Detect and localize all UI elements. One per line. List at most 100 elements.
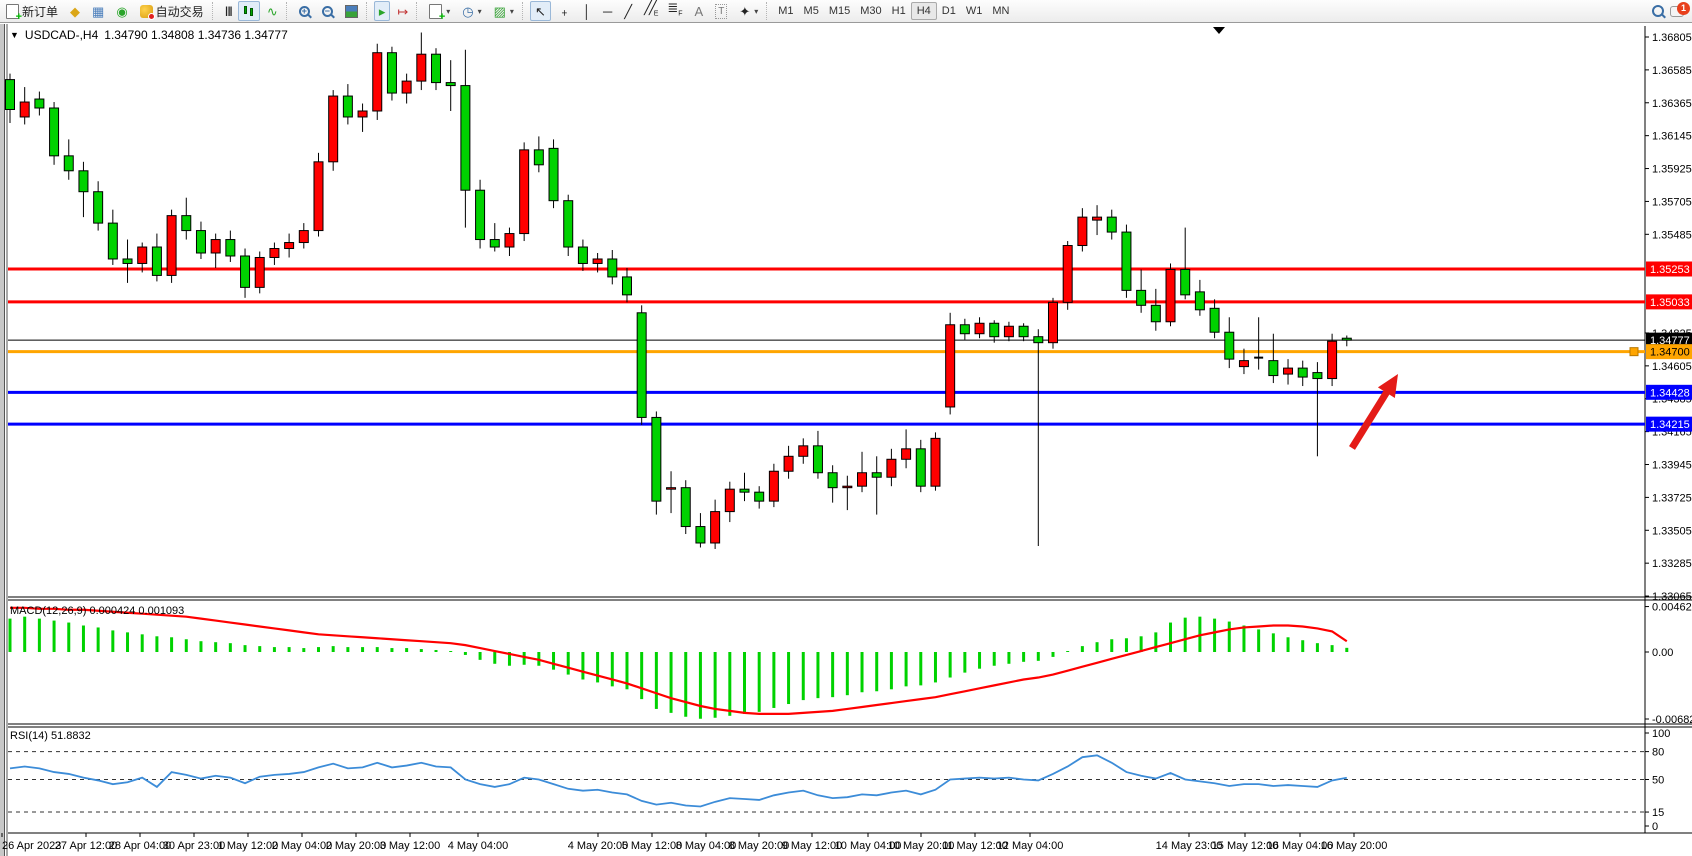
toolbar-separator [365, 2, 371, 20]
auto-scroll-icon: ▸ [378, 3, 386, 19]
svg-text:16 May 04:00: 16 May 04:00 [1267, 840, 1334, 852]
rsi-pane [9, 754, 1347, 808]
toolbar-separator [211, 2, 217, 20]
tile-windows-icon [344, 4, 358, 18]
tile-windows-button[interactable] [340, 1, 363, 21]
zoom-in-button[interactable]: + [294, 1, 315, 21]
crosshair-tool-button[interactable]: ﹢ [553, 1, 576, 21]
chart-ohlc-values: 1.34790 1.34808 1.34736 1.34777 [104, 28, 288, 42]
horizontal-line-icon: ─ [602, 3, 613, 19]
auto-scroll-button[interactable]: ▸ [373, 1, 391, 21]
templates-button[interactable]: ▨ ▾ [489, 1, 519, 21]
svg-text:1.33725: 1.33725 [1652, 492, 1692, 504]
toolbar-separator [766, 2, 771, 20]
toolbar-separator [521, 2, 527, 20]
chat-icon[interactable]: 1 [1670, 1, 1690, 17]
timeframe-m15[interactable]: M15 [828, 5, 851, 17]
new-order-button[interactable]: + 新订单 [1, 1, 63, 22]
svg-text:14 May 23:00: 14 May 23:00 [1156, 840, 1223, 852]
window-left-border [0, 24, 5, 856]
svg-text:2 May 04:00: 2 May 04:00 [272, 840, 333, 852]
periods-button[interactable]: ◷ ▾ [457, 1, 486, 21]
profiles-button[interactable]: ▦ [87, 1, 109, 21]
rsi-indicator-label: RSI(14) 51.8832 [10, 730, 91, 742]
svg-text:2 May 20:00: 2 May 20:00 [326, 840, 387, 852]
text-label-icon: T [715, 3, 728, 19]
svg-text:1.36365: 1.36365 [1652, 98, 1692, 110]
svg-text:9 May 12:00: 9 May 12:00 [782, 840, 843, 852]
autotrading-label: 自动交易 [155, 4, 204, 19]
indicator-axes: 0.004628 0.00 -0.006825 100 80 50 15 0 [1645, 602, 1692, 833]
fibonacci-icon: ≣F [667, 0, 683, 18]
candlestick-icon [243, 4, 255, 18]
collapse-triangle-icon[interactable]: ▼ [10, 30, 19, 40]
cursor-icon: ↖ [534, 3, 546, 19]
text-label-tool-button[interactable]: T [710, 1, 732, 21]
crosshair-icon: ﹢ [557, 3, 571, 19]
channel-tool-button[interactable]: ╱╱E [639, 1, 660, 21]
trendline-icon: ╱ [624, 3, 633, 19]
zoom-out-icon: − [321, 5, 333, 17]
svg-text:5 May 12:00: 5 May 12:00 [622, 840, 683, 852]
text-tool-button[interactable]: A [690, 1, 709, 21]
arrows-tool-button[interactable]: ✦ ▾ [734, 1, 763, 21]
new-order-label: 新订单 [22, 4, 59, 19]
text-icon: A [694, 3, 704, 19]
autotrading-button[interactable]: 自动交易 [135, 1, 209, 21]
candlestick-mode-button[interactable] [237, 1, 260, 21]
dropdown-arrow-icon: ▾ [754, 6, 759, 16]
signals-button[interactable]: ◉ [111, 1, 132, 21]
svg-text:1.34605: 1.34605 [1652, 361, 1692, 373]
new-chart-icon: ◆ [70, 3, 81, 19]
hline-tool-button[interactable]: ─ [598, 1, 617, 21]
svg-text:3 May 12:00: 3 May 12:00 [380, 840, 441, 852]
bar-chart-mode-button[interactable]: ⅡⅠ [220, 1, 236, 21]
svg-text:1.36585: 1.36585 [1652, 65, 1692, 77]
line-chart-mode-button[interactable]: ∿ [262, 1, 283, 21]
cursor-tool-button[interactable]: ↖ [529, 1, 551, 21]
toolbar-separator [416, 2, 421, 20]
timeframe-h4[interactable]: H4 [910, 2, 937, 20]
fibonacci-tool-button[interactable]: ≣F [662, 1, 687, 21]
chart-shift-button[interactable]: ↦ [392, 1, 413, 21]
timeframe-mn[interactable]: MN [992, 5, 1010, 17]
new-chart-button[interactable]: ◆ [65, 1, 85, 21]
timeframe-d1[interactable]: D1 [941, 5, 956, 17]
timeframe-h1[interactable]: H1 [891, 5, 906, 17]
svg-text:27 Apr 12:00: 27 Apr 12:00 [55, 840, 117, 852]
chart-shift-marker [1213, 27, 1225, 34]
chart-canvas[interactable]: 1.36805 1.36585 1.36365 1.36145 1.35925 1.357… [0, 24, 1692, 856]
svg-text:1.35253: 1.35253 [1650, 264, 1690, 276]
bar-chart-icon: ⅡⅠ [224, 3, 233, 19]
timeframe-group: M1 M5 M15 M30 H1 H4 D1 W1 MN [773, 2, 1014, 20]
svg-text:1.34777: 1.34777 [1650, 335, 1690, 347]
svg-text:26 Apr 2023: 26 Apr 2023 [2, 840, 61, 852]
trendline-tool-button[interactable]: ╱ [619, 1, 637, 21]
svg-text:1.34700: 1.34700 [1650, 347, 1690, 359]
toolbar-separator [285, 2, 291, 20]
dropdown-arrow-icon: ▾ [446, 6, 451, 16]
svg-text:0: 0 [1652, 821, 1658, 833]
timeframe-m1[interactable]: M1 [778, 5, 794, 17]
autotrading-icon [139, 4, 155, 20]
timeframe-w1[interactable]: W1 [965, 5, 983, 17]
vline-tool-button[interactable]: │ [578, 1, 596, 21]
indicators-button[interactable]: + ▾ [424, 1, 455, 22]
svg-text:1 May 12:00: 1 May 12:00 [218, 840, 279, 852]
search-icon[interactable] [1652, 5, 1664, 17]
svg-text:1.36805: 1.36805 [1652, 32, 1692, 44]
zoom-out-button[interactable]: − [317, 1, 338, 21]
svg-text:1.33285: 1.33285 [1652, 558, 1692, 570]
svg-text:1.34428: 1.34428 [1650, 387, 1690, 399]
timeframe-m30[interactable]: M30 [860, 5, 882, 17]
annotation-arrow[interactable] [1349, 374, 1398, 450]
svg-text:50: 50 [1652, 775, 1664, 787]
svg-text:1.36145: 1.36145 [1652, 131, 1692, 143]
svg-text:8 May 20:00: 8 May 20:00 [729, 840, 790, 852]
svg-text:11 May 12:00: 11 May 12:00 [942, 840, 1008, 852]
chart-window[interactable]: ▼ USDCAD-,H4 1.34790 1.34808 1.34736 1.3… [0, 24, 1692, 856]
timeframe-m5[interactable]: M5 [803, 5, 819, 17]
indicators-icon: + [429, 3, 445, 22]
svg-text:28 Apr 04:00: 28 Apr 04:00 [109, 840, 171, 852]
